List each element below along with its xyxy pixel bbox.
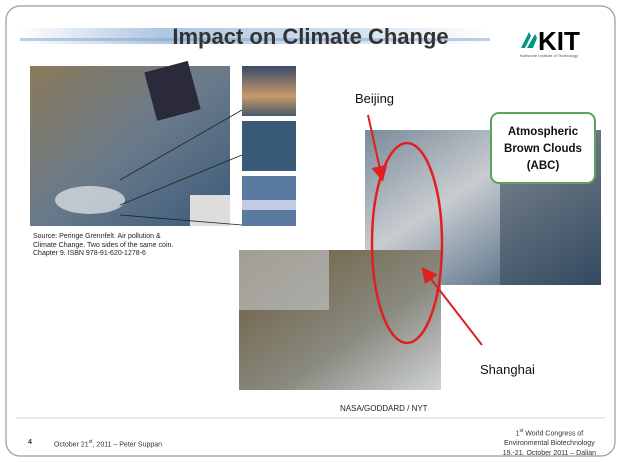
slide: Impact on Climate Change KIT Karlsruhe I… — [0, 0, 621, 462]
source-line: Climate Change. Two sides of the same co… — [33, 242, 173, 251]
source-line: Chapter 9. ISBN 978-91-620-1278-6 — [33, 250, 173, 259]
callout-line: Atmospheric — [492, 124, 594, 141]
image-credit: NASA/GODDARD / NYT — [340, 404, 428, 413]
callout: Atmospheric Brown Clouds (ABC) — [490, 112, 596, 184]
source-note: Source: Peringe Grennfelt. Air pollution… — [33, 233, 173, 259]
source-line: Source: Peringe Grennfelt. Air pollution… — [33, 233, 173, 242]
slide-title: Impact on Climate Change — [0, 24, 621, 50]
slide-graphics — [0, 0, 621, 462]
logo-subtitle: Karlsruhe Institute of Technology — [520, 53, 578, 58]
page-number: 4 — [28, 439, 32, 446]
footer-date: October 21st, 2011 – Peter Suppan — [54, 439, 162, 448]
text: October 21 — [54, 441, 89, 448]
text: , 2011 – Peter Suppan — [93, 441, 163, 448]
callout-line: (ABC) — [492, 158, 594, 175]
label-shanghai: Shanghai — [480, 362, 535, 377]
text: 1st World Congress of — [503, 426, 596, 439]
text: Environmental Biotechnology — [503, 439, 596, 449]
text: 19.-21. October 2011 – Dalian — [503, 449, 596, 459]
callout-line: Brown Clouds — [492, 141, 594, 158]
text: World Congress of — [523, 430, 583, 437]
footer-event: 1st World Congress of Environmental Biot… — [503, 426, 596, 459]
label-beijing: Beijing — [355, 91, 394, 106]
